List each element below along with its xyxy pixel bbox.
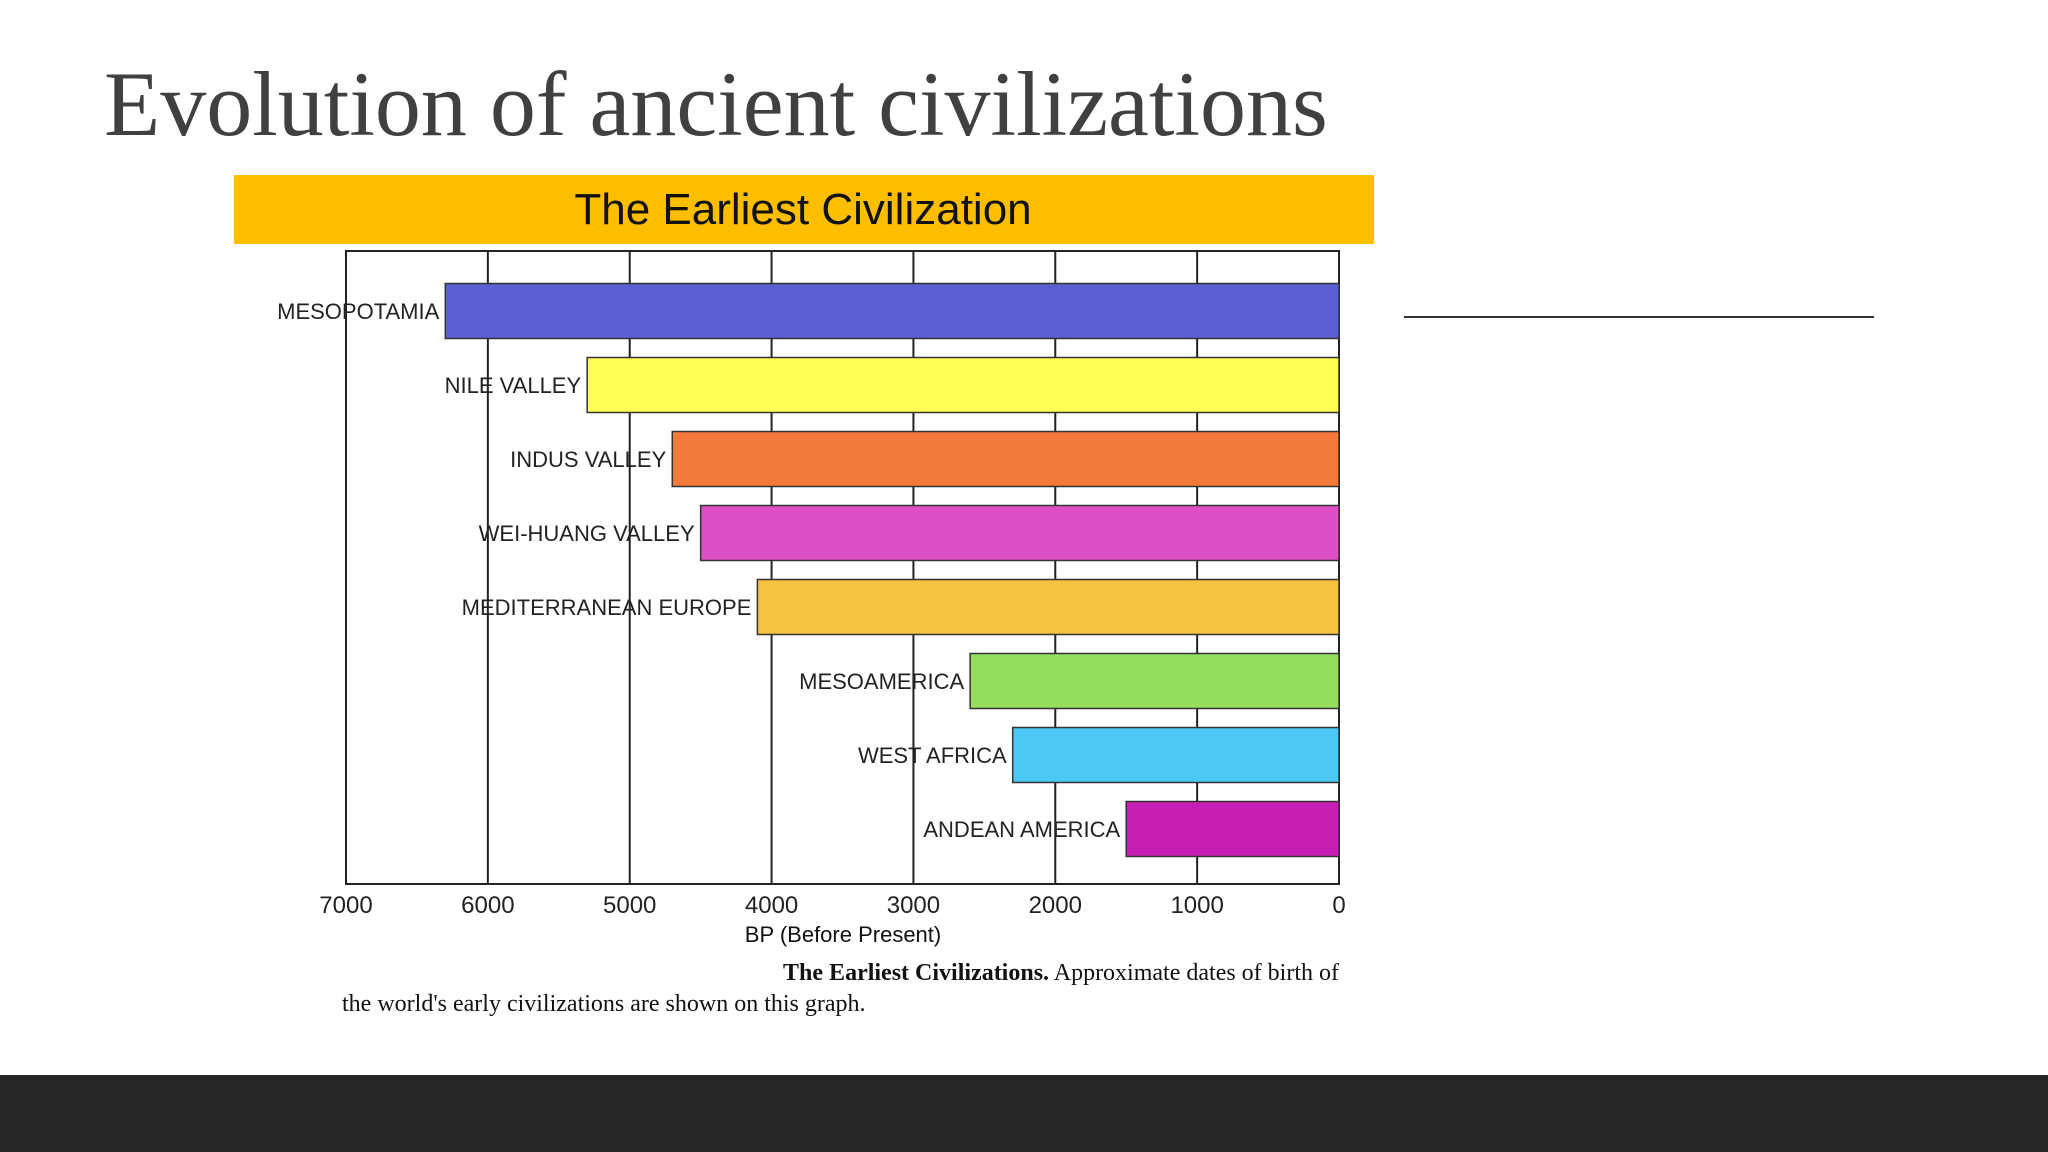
category-label: NILE VALLEY bbox=[445, 373, 582, 398]
category-label: ANDEAN AMERICA bbox=[923, 817, 1120, 842]
bar bbox=[969, 652, 1340, 710]
x-tick-label: 1000 bbox=[1170, 892, 1223, 919]
bar bbox=[699, 504, 1340, 562]
caption-text: Approximate dates of birth of bbox=[1054, 960, 1339, 986]
bar bbox=[444, 282, 1340, 340]
x-tick-label: 3000 bbox=[887, 892, 940, 919]
bar bbox=[671, 430, 1340, 488]
category-label: MESOAMERICA bbox=[799, 669, 964, 694]
category-label: INDUS VALLEY bbox=[510, 447, 666, 472]
caption-bold: The Earliest Civilizations. bbox=[783, 960, 1049, 986]
caption-line: the world's early civilizations are show… bbox=[342, 991, 866, 1017]
x-tick-label: 4000 bbox=[745, 892, 798, 919]
slide-title: Evolution of ancient civilizations bbox=[104, 53, 1328, 155]
x-tick-label: 6000 bbox=[461, 892, 514, 919]
chart-banner bbox=[234, 175, 1374, 244]
footer-bar bbox=[0, 1075, 2048, 1152]
caption-line: The Earliest Civilizations. Approximate … bbox=[783, 960, 1339, 986]
chart-title: The Earliest Civilization bbox=[574, 185, 1031, 234]
x-tick-label: 0 bbox=[1332, 892, 1345, 919]
category-label: MEDITERRANEAN EUROPE bbox=[462, 595, 752, 620]
x-tick-label: 7000 bbox=[319, 892, 372, 919]
bar bbox=[756, 578, 1340, 636]
plot-frame bbox=[345, 250, 1340, 885]
x-tick-label: 5000 bbox=[603, 892, 656, 919]
category-label: MESOPOTAMIA bbox=[277, 299, 439, 324]
category-label: WEI-HUANG VALLEY bbox=[479, 521, 695, 546]
x-axis-label: BP (Before Present) bbox=[745, 922, 941, 947]
bar bbox=[586, 356, 1340, 414]
category-label: WEST AFRICA bbox=[858, 743, 1007, 768]
bar bbox=[1125, 800, 1340, 858]
x-tick-label: 2000 bbox=[1029, 892, 1082, 919]
bar bbox=[1011, 726, 1340, 784]
